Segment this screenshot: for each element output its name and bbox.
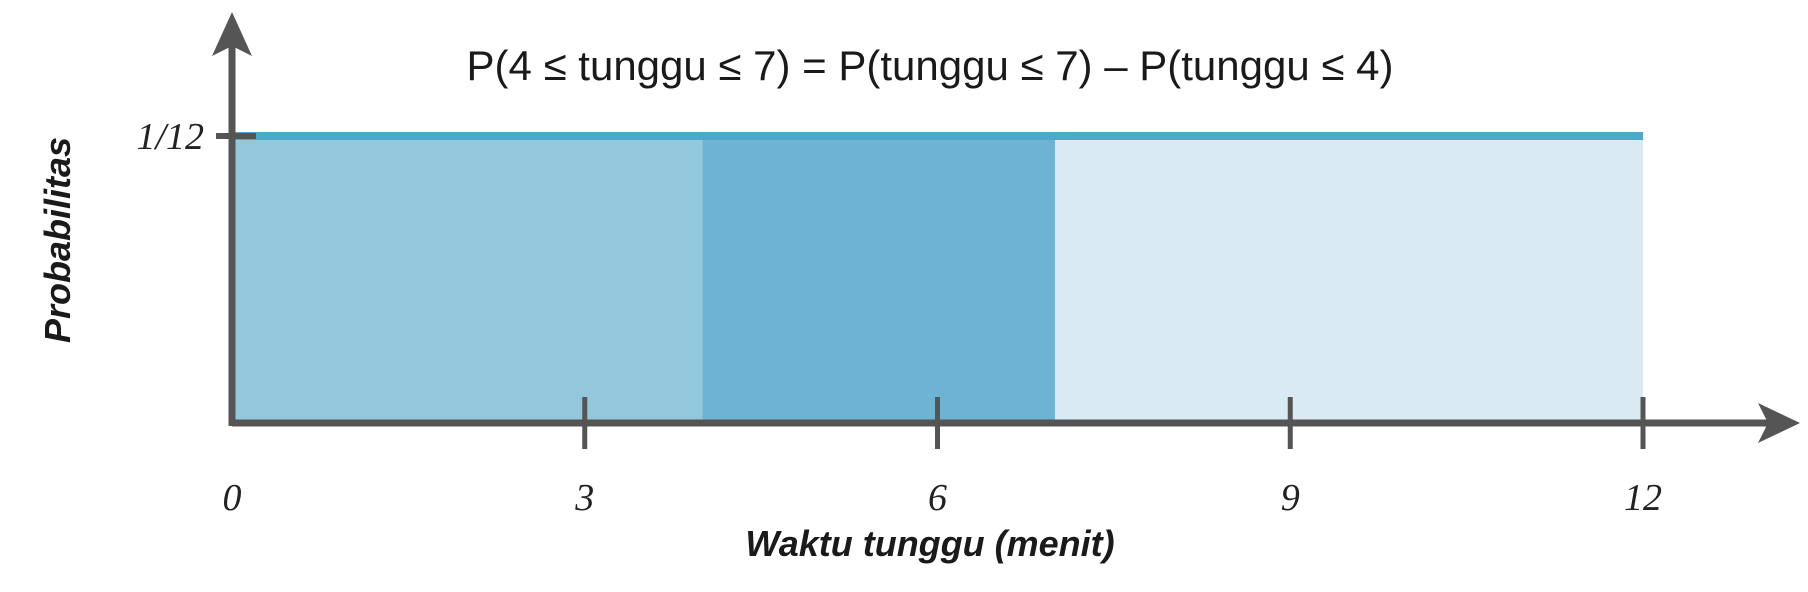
x-ticks: 0 3 6 9 12 <box>223 397 1662 519</box>
y-axis-arrow-icon <box>212 12 252 56</box>
y-ticks: 1/12 <box>136 116 256 158</box>
chart-title: P(4 ≤ tunggu ≤ 7) = P(tunggu ≤ 7) – P(tu… <box>467 42 1394 89</box>
x-tick-label: 9 <box>1281 477 1300 519</box>
x-axis-label: Waktu tunggu (menit) <box>745 523 1114 564</box>
shaded-regions <box>232 136 1643 423</box>
x-tick-label: 12 <box>1624 477 1662 519</box>
y-tick-label: 1/12 <box>136 116 204 158</box>
x-tick-label: 3 <box>574 477 594 519</box>
axes <box>212 12 1800 443</box>
region-1 <box>702 136 1056 423</box>
x-axis-arrow-icon <box>1758 403 1800 443</box>
region-0 <box>232 136 703 423</box>
x-tick-label: 6 <box>928 477 947 519</box>
y-axis-label: Probabilitas <box>37 137 78 343</box>
region-2 <box>1055 136 1643 423</box>
x-tick-label: 0 <box>223 477 242 519</box>
